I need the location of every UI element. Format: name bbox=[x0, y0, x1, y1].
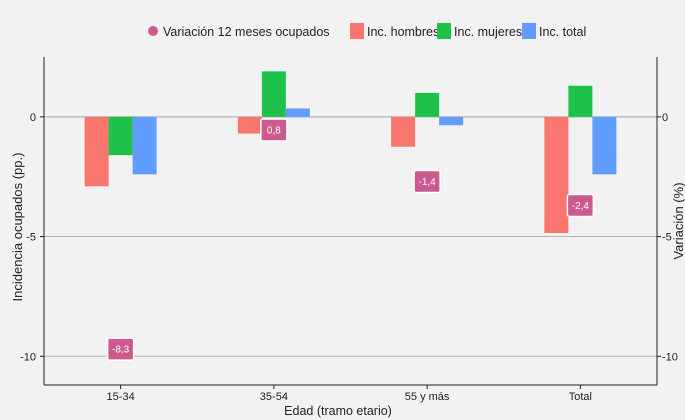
marker-box bbox=[260, 118, 288, 142]
bars bbox=[84, 71, 617, 233]
x-tick-label: 15-34 bbox=[107, 391, 135, 403]
x-tick-label: 35-54 bbox=[260, 391, 288, 403]
y-axis-title-right: Variación (%) bbox=[671, 182, 685, 259]
marker-box bbox=[106, 337, 135, 361]
right-tick-label: 0 bbox=[662, 112, 668, 124]
marker-box bbox=[413, 169, 441, 194]
legend-label-hombres: Inc. hombres bbox=[367, 25, 439, 39]
legend-label-mujeres: Inc. mujeres bbox=[454, 25, 522, 39]
right-tick-label: -5 bbox=[662, 232, 672, 244]
legend-label-total: Inc. total bbox=[539, 25, 586, 39]
bar bbox=[592, 116, 617, 175]
marker-label: -8,3 bbox=[106, 337, 135, 361]
marker-text: -1,4 bbox=[419, 177, 437, 188]
marker-box bbox=[566, 193, 595, 218]
legend-swatch-mujeres bbox=[437, 23, 451, 39]
y-axis-title-left: Incidencia ocupados (pp.) bbox=[10, 153, 25, 302]
bar bbox=[544, 116, 569, 233]
left-tick-label: 0 bbox=[30, 112, 36, 124]
x-tick-label: Total bbox=[569, 391, 592, 403]
left-tick-label: -10 bbox=[20, 351, 36, 363]
left-tick-label: -5 bbox=[26, 232, 36, 244]
bar bbox=[84, 116, 109, 187]
marker-label: -1,4 bbox=[413, 169, 441, 194]
bar bbox=[261, 71, 286, 117]
marker-label: 0,8 bbox=[260, 118, 288, 142]
bar bbox=[439, 116, 464, 126]
marker-text: -2,4 bbox=[572, 201, 590, 212]
right-tick-label: -10 bbox=[662, 351, 678, 363]
bar bbox=[568, 85, 593, 117]
tick-labels: -10 -5 0 -10 -5 0 15-34 35-54 55 y más Total bbox=[20, 112, 678, 403]
legend: Variación 12 meses ocupados Inc. hombres… bbox=[148, 23, 586, 39]
bar bbox=[415, 92, 440, 117]
bar bbox=[132, 116, 157, 175]
bar bbox=[237, 116, 262, 134]
marker-label: -2,4 bbox=[566, 193, 595, 218]
axes bbox=[43, 57, 658, 386]
x-axis-title: Edad (tramo etario) bbox=[284, 404, 392, 418]
legend-marker-swatch bbox=[148, 26, 158, 36]
legend-swatch-total bbox=[522, 23, 536, 39]
bar bbox=[285, 108, 310, 117]
legend-marker-label: Variación 12 meses ocupados bbox=[163, 25, 330, 39]
marker-text: -8,3 bbox=[112, 345, 130, 356]
marker-text: 0,8 bbox=[267, 126, 281, 137]
legend-swatch-hombres bbox=[350, 23, 364, 39]
bar bbox=[391, 116, 416, 147]
x-tick-label: 55 y más bbox=[405, 391, 450, 403]
bar bbox=[108, 116, 133, 156]
markers: -8,3 0,8 -1,4 -2,4 bbox=[106, 118, 595, 361]
